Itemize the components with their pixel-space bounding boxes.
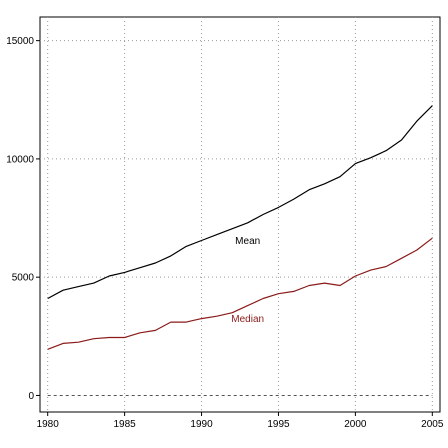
y-axis-ticks: 0 5000 10000 15000 (6, 36, 40, 402)
plot-frame (39, 16, 441, 413)
x-tick-label: 1990 (190, 419, 213, 430)
series-label-mean: Mean (235, 236, 260, 247)
x-tick-label: 1995 (267, 419, 290, 430)
series-line-median (47, 237, 433, 350)
series-label-median: Median (231, 314, 264, 325)
y-tick-label: 5000 (12, 273, 35, 284)
x-tick-label: 1985 (113, 419, 136, 430)
y-tick-label: 15000 (6, 36, 34, 47)
grid (40, 17, 440, 412)
x-axis-ticks: 1980 1985 1990 1995 2000 2005 (37, 412, 444, 430)
y-tick-label: 0 (28, 391, 34, 402)
y-tick-label: 10000 (6, 154, 34, 165)
series-line-mean (47, 105, 433, 300)
x-tick-label: 2000 (344, 419, 367, 430)
series-labels: Mean Median (231, 236, 264, 325)
x-tick-label: 1980 (37, 419, 60, 430)
series-lines (47, 105, 433, 350)
x-tick-label: 2005 (421, 419, 444, 430)
